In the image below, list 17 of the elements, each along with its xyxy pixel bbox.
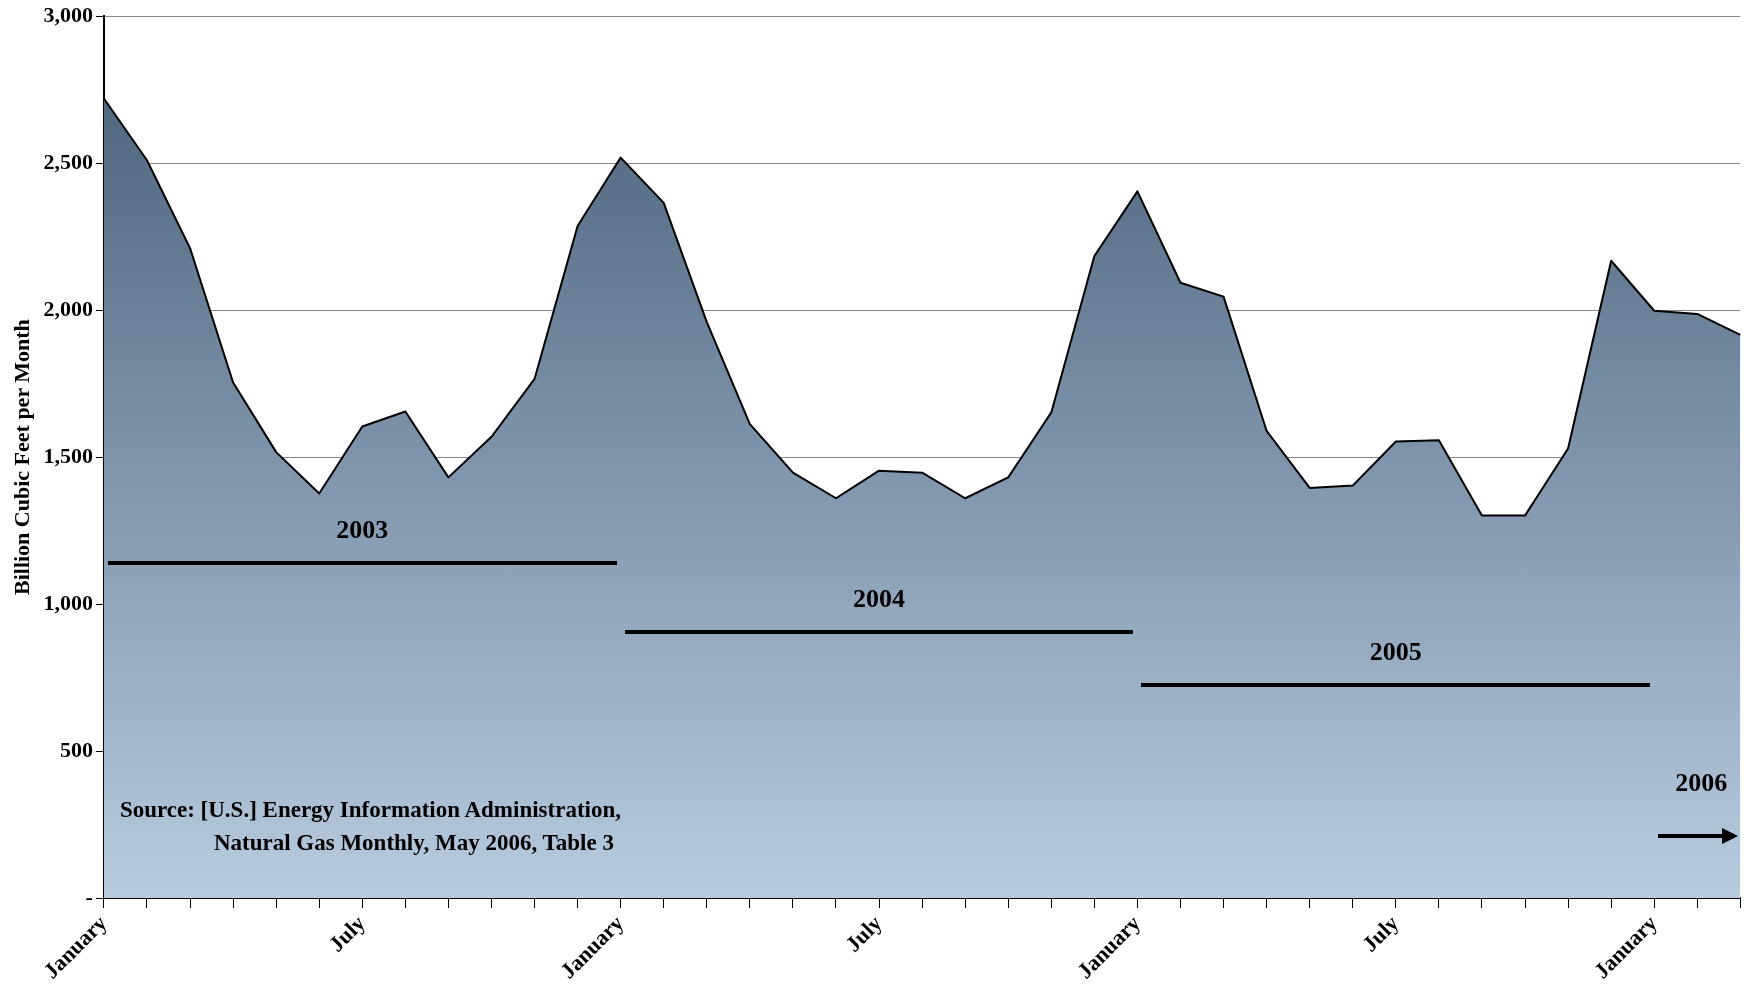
x-tick-label: July — [323, 910, 370, 957]
annotation: 2004 — [853, 583, 906, 614]
y-tick-label: - — [85, 883, 93, 909]
x-tick-label: July — [1357, 910, 1404, 957]
y-tick-label: 3,000 — [43, 1, 93, 27]
y-tick-label: 2,000 — [43, 295, 93, 321]
annotation: 2005 — [1369, 636, 1422, 667]
annotation: 2006 — [1675, 768, 1728, 799]
annotation: Natural Gas Monthly, May 2006, Table 3 — [213, 829, 614, 856]
x-tick-label: July — [840, 910, 887, 957]
y-tick-label: 1,500 — [43, 442, 93, 468]
y-axis-title: Billion Cubic Feet per Month — [8, 319, 34, 596]
y-tick-label: 1,000 — [43, 589, 93, 615]
annotation: 2003 — [336, 514, 389, 545]
y-tick-label: 500 — [59, 736, 93, 762]
annotation: Source: [U.S.] Energy Information Administration, — [119, 796, 621, 823]
y-tick-label: 2,500 — [43, 148, 93, 174]
